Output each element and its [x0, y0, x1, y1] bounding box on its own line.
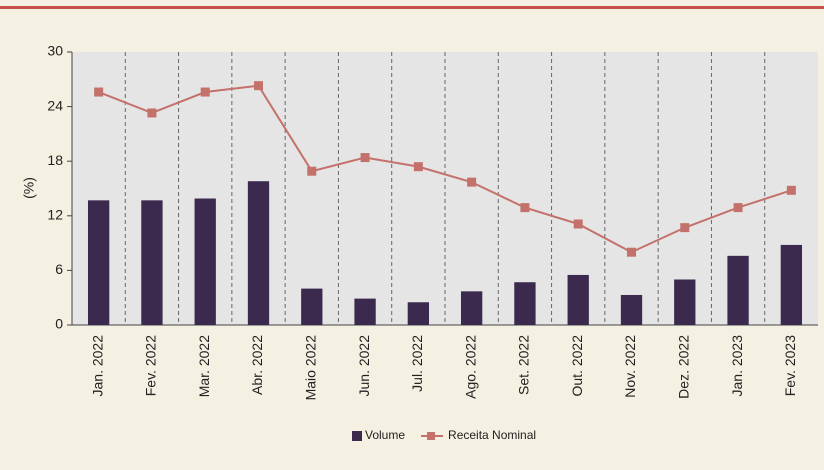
line — [98, 84, 792, 254]
y-axis-label: (%) — [21, 177, 37, 199]
y-tick-label: 24 — [47, 97, 63, 113]
marker — [733, 203, 743, 213]
marker — [94, 87, 104, 97]
marker — [786, 185, 796, 195]
bar — [194, 198, 216, 325]
marker — [680, 223, 690, 233]
x-tick-label: Nov. 2022 — [622, 335, 638, 398]
x-tick-label: Maio 2022 — [302, 335, 318, 401]
bar — [407, 302, 430, 325]
marker — [360, 153, 370, 163]
x-tick-label: Set. 2022 — [516, 335, 532, 395]
x-tick-label: Jan. 2023 — [729, 335, 745, 397]
y-tick-label: 6 — [55, 261, 63, 277]
bar — [87, 200, 110, 325]
bar — [567, 274, 589, 325]
bar — [514, 282, 536, 325]
x-tick-label: Ago. 2022 — [462, 335, 478, 399]
x-tick-label: Mar. 2022 — [196, 335, 212, 397]
marker — [467, 177, 477, 187]
y-tick-label: 12 — [47, 207, 63, 223]
legend-label: Receita Nominal — [448, 428, 536, 442]
marker — [627, 247, 636, 257]
bar — [674, 279, 696, 325]
marker — [573, 219, 583, 229]
bar — [301, 288, 323, 325]
bar — [354, 298, 376, 325]
bar — [620, 294, 643, 325]
marker — [200, 87, 210, 97]
x-tick-label: Jun. 2022 — [356, 335, 372, 397]
marker — [520, 203, 530, 213]
legend-swatch — [352, 431, 362, 441]
y-tick-label: 18 — [47, 152, 63, 168]
bar — [460, 291, 483, 325]
x-tick-label: Fev. 2022 — [143, 335, 159, 396]
marker — [307, 166, 317, 176]
bar — [727, 255, 749, 325]
x-tick-label: Abr. 2022 — [249, 335, 265, 395]
x-tick-label: Fev. 2023 — [782, 335, 798, 396]
bar — [141, 200, 163, 325]
marker — [413, 162, 423, 172]
y-tick-label: 0 — [55, 316, 63, 332]
bar — [247, 181, 270, 325]
x-tick-label: Out. 2022 — [569, 335, 585, 397]
x-tick-label: Jul. 2022 — [409, 335, 425, 392]
top-rule — [0, 6, 824, 9]
legend-label: Volume — [365, 428, 405, 442]
marker — [254, 81, 263, 91]
marker — [147, 108, 157, 118]
bar — [780, 244, 803, 325]
x-tick-label: Jan. 2022 — [89, 335, 105, 397]
x-tick-label: Dez. 2022 — [675, 335, 691, 399]
legend-swatch — [427, 432, 436, 440]
y-tick-label: 30 — [47, 43, 63, 59]
